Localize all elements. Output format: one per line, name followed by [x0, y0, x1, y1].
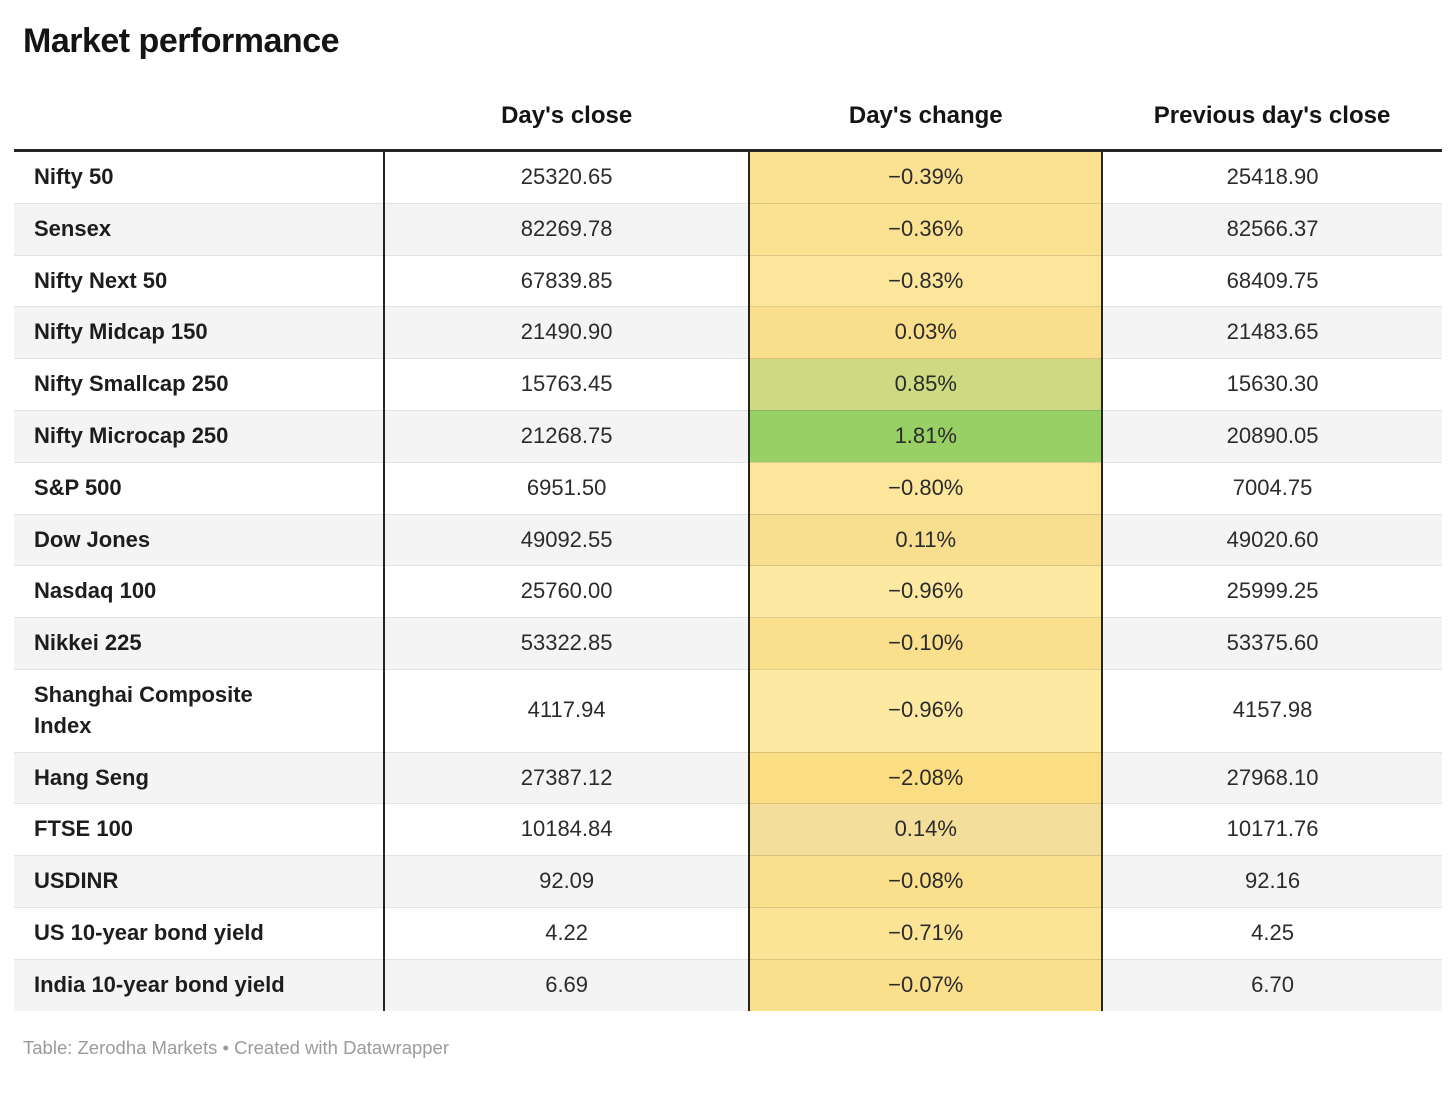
- row-label: Nifty Next 50: [14, 254, 384, 307]
- cell-days-change: −0.39%: [748, 150, 1104, 204]
- column-header-previous-days-close: Previous day's close: [1153, 102, 1391, 129]
- table-row-hang-seng: Hang Seng 27387.12 −2.08% 27968.10: [14, 751, 1442, 804]
- cell-days-change: −0.10%: [748, 617, 1104, 670]
- table-row-nifty-next-50: Nifty Next 50 67839.85 −0.83% 68409.75: [14, 254, 1442, 307]
- cell-previous-close: 82566.37: [1102, 202, 1442, 256]
- cell-days-close: 21268.75: [382, 409, 750, 463]
- cell-days-change: 0.85%: [748, 358, 1104, 411]
- row-label: Sensex: [14, 202, 384, 256]
- cell-previous-close: 27968.10: [1102, 751, 1442, 804]
- row-label: US 10-year bond yield: [14, 906, 384, 960]
- row-label: Nifty 50: [34, 164, 114, 189]
- cell-previous-close: 53375.60: [1102, 617, 1442, 670]
- row-label: Nifty Smallcap 250: [14, 358, 384, 411]
- cell-days-change: −0.07%: [748, 958, 1104, 1011]
- cell-days-change: 0.03%: [748, 306, 1104, 359]
- table-row-us-10-year-bond-yield: US 10-year bond yield 4.22 −0.71% 4.25: [14, 906, 1442, 960]
- cell-days-change: −0.83%: [748, 254, 1104, 307]
- cell-days-close: 21490.90: [382, 306, 750, 359]
- footer-credit: Table: Zerodha Markets • Created with Da…: [23, 1036, 450, 1058]
- row-label: FTSE 100: [14, 803, 384, 856]
- table-row-sp-500: S&P 500 6951.50 −0.80% 7004.75: [14, 461, 1442, 515]
- cell-days-close: 49092.55: [382, 513, 750, 566]
- cell-previous-close: 4157.98: [1102, 668, 1442, 753]
- row-label: USDINR: [14, 855, 384, 908]
- row-label: Nifty Midcap 150: [14, 306, 384, 359]
- cell-days-close: 25760.00: [382, 565, 750, 618]
- cell-previous-close: 68409.75: [1102, 254, 1442, 307]
- table-row-india-10-year-bond-yield: India 10-year bond yield 6.69 −0.07% 6.7…: [14, 958, 1442, 1011]
- row-label: Hang Seng: [14, 751, 384, 804]
- cell-days-close: 82269.78: [382, 202, 750, 256]
- cell-days-change: −0.08%: [748, 855, 1104, 908]
- cell-days-change: −0.71%: [748, 906, 1104, 960]
- table-row-usdinr: USDINR 92.09 −0.08% 92.16: [14, 855, 1442, 908]
- cell-days-change: −0.96%: [748, 668, 1104, 753]
- cell-previous-close: 25418.90: [1226, 164, 1319, 189]
- row-label: Nikkei 225: [14, 617, 384, 670]
- row-label: India 10-year bond yield: [14, 958, 384, 1011]
- cell-days-close: 6.69: [382, 958, 750, 1011]
- cell-previous-close: 6.70: [1102, 958, 1442, 1011]
- cell-days-change: −0.96%: [748, 565, 1104, 618]
- cell-previous-close: 25999.25: [1102, 565, 1442, 618]
- cell-previous-close: 49020.60: [1102, 513, 1442, 566]
- table-row-nifty-microcap-250: Nifty Microcap 250 21268.75 1.81% 20890.…: [14, 409, 1442, 463]
- cell-days-change: −0.80%: [748, 461, 1104, 515]
- table-row-nifty-midcap-150: Nifty Midcap 150 21490.90 0.03% 21483.65: [14, 306, 1442, 359]
- row-label: S&P 500: [14, 461, 384, 515]
- cell-days-change: 0.11%: [748, 513, 1104, 566]
- cell-previous-close: 92.16: [1102, 855, 1442, 908]
- page-title: Market performance: [23, 22, 340, 60]
- table-row-dow-jones: Dow Jones 49092.55 0.11% 49020.60: [14, 513, 1442, 566]
- cell-days-close: 15763.45: [382, 358, 750, 411]
- column-header-index: [14, 102, 384, 151]
- cell-days-close: 25320.65: [382, 150, 750, 204]
- cell-days-change: −2.08%: [748, 751, 1104, 804]
- cell-days-change: 0.14%: [748, 803, 1104, 856]
- table-row-nasdaq-100: Nasdaq 100 25760.00 −0.96% 25999.25: [14, 565, 1442, 618]
- table-row-shanghai-composite: Shanghai Composite Index 4117.94 −0.96% …: [14, 668, 1442, 753]
- row-label: Nifty Microcap 250: [14, 409, 384, 463]
- cell-previous-close: 10171.76: [1102, 803, 1442, 856]
- cell-previous-close: 15630.30: [1102, 358, 1442, 411]
- table-row-nikkei-225: Nikkei 225 53322.85 −0.10% 53375.60: [14, 617, 1442, 670]
- market-performance-table: Day's close Day's change Previous day's …: [14, 102, 1442, 1011]
- table-header: Day's close Day's change Previous day's …: [14, 102, 1442, 151]
- cell-days-close: 67839.85: [382, 254, 750, 307]
- cell-days-close: 6951.50: [382, 461, 750, 515]
- row-label: Nasdaq 100: [14, 565, 384, 618]
- table-row-ftse-100: FTSE 100 10184.84 0.14% 10171.76: [14, 803, 1442, 856]
- table-body: Nifty 50 25320.65 −0.39% 25418.90 Sensex…: [14, 150, 1442, 1011]
- column-header-days-change: Day's change: [848, 102, 1003, 129]
- cell-previous-close: 20890.05: [1102, 409, 1442, 463]
- cell-previous-close: 7004.75: [1102, 461, 1442, 515]
- cell-days-close: 10184.84: [382, 803, 750, 856]
- cell-days-close: 4117.94: [382, 668, 750, 753]
- table-row-sensex: Sensex 82269.78 −0.36% 82566.37: [14, 202, 1442, 256]
- row-label: Shanghai Composite Index: [14, 668, 384, 753]
- cell-previous-close: 21483.65: [1102, 306, 1442, 359]
- cell-previous-close: 4.25: [1102, 906, 1442, 960]
- cell-days-change: −0.36%: [748, 202, 1104, 256]
- table-row-nifty-50: Nifty 50 25320.65 −0.39% 25418.90: [14, 150, 1442, 204]
- cell-days-close: 4.22: [382, 906, 750, 960]
- cell-days-close: 27387.12: [382, 751, 750, 804]
- row-label: Dow Jones: [14, 513, 384, 566]
- column-header-days-close: Day's close: [501, 102, 633, 129]
- table-row-nifty-smallcap-250: Nifty Smallcap 250 15763.45 0.85% 15630.…: [14, 358, 1442, 411]
- cell-days-close: 53322.85: [382, 617, 750, 670]
- cell-days-close: 92.09: [382, 855, 750, 908]
- cell-days-change: 1.81%: [748, 409, 1104, 463]
